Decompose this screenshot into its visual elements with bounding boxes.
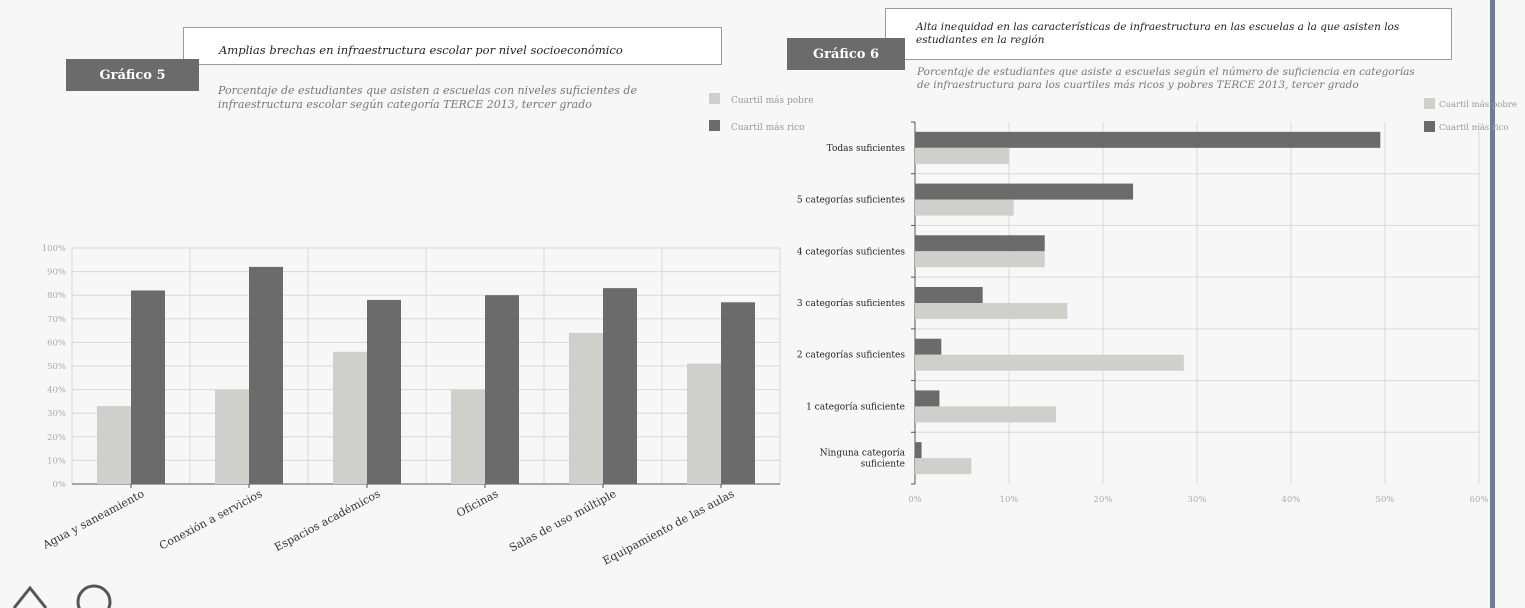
chart5-title-box: Amplias brechas en infraestructura escol…: [183, 27, 722, 65]
bar-poor: [915, 147, 1009, 164]
chart6-subtitle: Porcentaje de estudiantes que asiste a e…: [917, 66, 1447, 92]
y-tick-label: 80%: [47, 291, 66, 301]
x-category-label: Oficinas: [454, 487, 500, 520]
bar-rich: [485, 295, 519, 484]
chart6-plot: 0% 10% 20% 30% 40% 50% 60% Todas suficientes 5 c…: [797, 121, 1489, 505]
y-category-label: 3 categorías suficientes: [797, 298, 906, 309]
legend-swatch-rich: [709, 120, 720, 131]
y-tick-label: 100%: [42, 244, 66, 254]
x-tick-label: 30%: [1188, 495, 1207, 505]
chart5-subtitle-line: infraestructura escolar según categoría …: [218, 97, 592, 111]
chart5-subtitle-line: Porcentaje de estudiantes que asisten a …: [218, 84, 637, 97]
bar-poor: [915, 458, 972, 475]
bar-rich: [915, 235, 1045, 252]
legend-label-poor: Cuartil más pobre: [1439, 99, 1517, 110]
chart5-subtitle: Porcentaje de estudiantes que asisten a …: [218, 84, 698, 112]
y-category-label: 4 categorías suficientes: [797, 246, 906, 257]
bar-poor: [215, 389, 249, 484]
legend-swatch-rich: [1424, 121, 1435, 132]
bar-rich: [915, 131, 1381, 148]
x-category-label: Equipamiento de las aulas: [601, 487, 737, 568]
bar-poor: [333, 351, 367, 484]
chart6-title-line: Alta inequidad en las características de…: [916, 21, 1400, 33]
y-category-label: 1 categoría suficiente: [806, 401, 905, 412]
bar-poor: [915, 199, 1014, 216]
bar-rich: [603, 288, 637, 484]
x-tick-label: 0%: [908, 495, 922, 505]
chart6-subtitle-line: Porcentaje de estudiantes que asiste a e…: [917, 66, 1415, 78]
legend-label-poor: Cuartil más pobre: [731, 95, 814, 106]
right-border: [1490, 0, 1495, 608]
chart6-title-box: Alta inequidad en las características de…: [885, 8, 1452, 60]
x-category-label: Agua y saneamiento: [40, 487, 147, 552]
y-tick-label: 30%: [47, 409, 66, 419]
x-tick-label: 10%: [1000, 495, 1019, 505]
y-tick-label: 60%: [47, 338, 66, 348]
bar-rich: [915, 390, 940, 407]
y-category-label: 5 categorías suficientes: [797, 195, 906, 206]
bar-poor: [915, 303, 1068, 319]
bar-rich: [915, 442, 922, 459]
x-tick-label: 60%: [1470, 495, 1489, 505]
y-tick-label: 10%: [47, 456, 66, 466]
bar-rich: [915, 287, 983, 303]
y-tick-label: 0%: [53, 480, 67, 490]
x-category-label: Conexión a servicios: [157, 487, 265, 552]
bar-rich: [915, 183, 1134, 200]
bar-poor: [97, 406, 131, 484]
chart6-tab-label: Gráfico 6: [813, 46, 879, 62]
chart6-subtitle-line: de infraestructura para los cuartiles má…: [917, 79, 1359, 92]
bar-poor: [915, 251, 1045, 268]
x-category-label: Espacios académicos: [272, 487, 383, 554]
bar-poor: [915, 354, 1184, 371]
bar-rich: [915, 338, 942, 355]
legend-swatch-poor: [1424, 98, 1435, 109]
legend-label-rich: Cuartil más rico: [731, 122, 805, 133]
x-tick-label: 40%: [1282, 495, 1301, 505]
y-tick-label: 40%: [47, 386, 66, 396]
y-category-label: Ninguna categoría: [820, 448, 906, 459]
chart6-tab: Gráfico 6: [787, 38, 905, 70]
y-category-label: 2 categorías suficientes: [797, 350, 906, 361]
y-tick-label: 20%: [47, 433, 66, 443]
bar-poor: [687, 363, 721, 484]
chart5-plot: 0% 10% 20% 30% 40% 50% 60% 70% 80% 90% 100% Agua y …: [40, 244, 781, 568]
chart5-legend: Cuartil más pobre Cuartil más rico: [709, 93, 814, 133]
y-tick-label: 90%: [47, 268, 66, 278]
bar-rich: [249, 266, 283, 484]
y-tick-label: 70%: [47, 315, 66, 325]
legend-swatch-poor: [709, 93, 720, 104]
chart6-title-line: estudiantes en la región: [916, 33, 1045, 46]
logo-mark: [12, 584, 112, 608]
chart5-tab: Gráfico 5: [66, 59, 199, 91]
chart5-tab-label: Gráfico 5: [99, 67, 166, 83]
bar-rich: [131, 290, 165, 484]
y-category-label: suficiente: [861, 460, 905, 470]
bar-rich: [721, 302, 755, 484]
y-tick-label: 50%: [47, 362, 66, 372]
y-category-label: Todas suficientes: [827, 144, 906, 154]
chart5-title: Amplias brechas en infraestructura escol…: [219, 43, 623, 57]
bar-poor: [569, 332, 603, 484]
legend-label-rich: Cuartil más rico: [1439, 122, 1509, 133]
x-tick-label: 50%: [1376, 495, 1395, 505]
bar-poor: [451, 389, 485, 484]
bar-poor: [915, 406, 1056, 423]
x-tick-label: 20%: [1094, 495, 1113, 505]
bar-rich: [367, 299, 401, 484]
x-category-label: Salas de uso múltiple: [507, 487, 618, 554]
chart6-legend: Cuartil más pobre Cuartil más rico: [1424, 98, 1517, 133]
